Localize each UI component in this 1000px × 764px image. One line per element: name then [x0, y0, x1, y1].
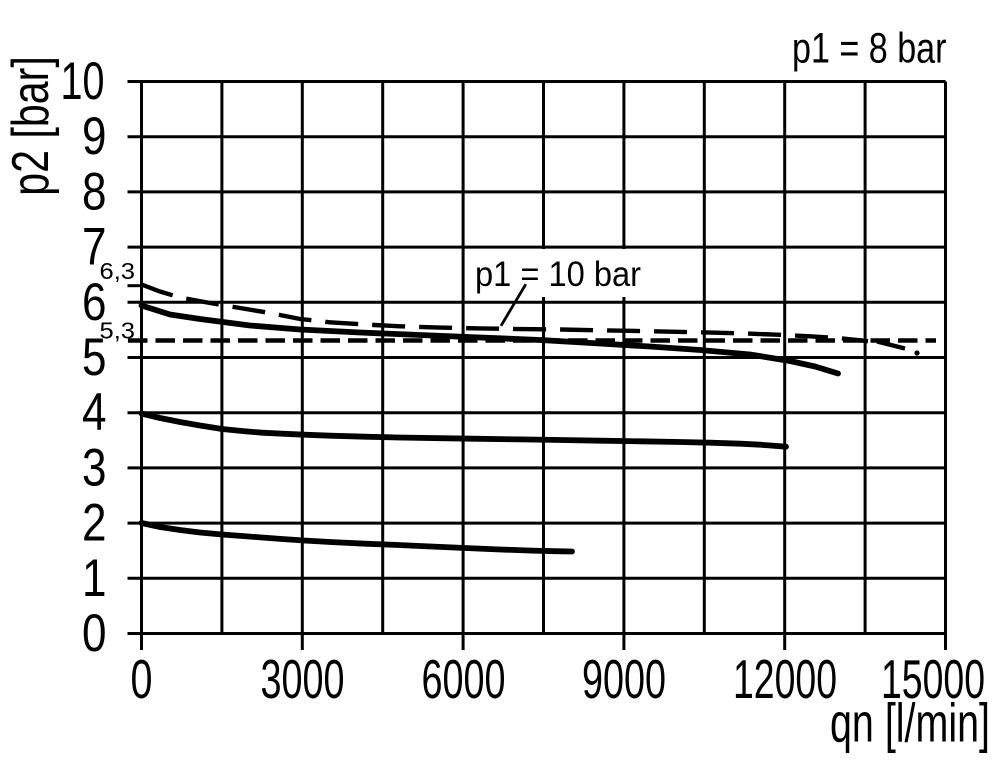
svg-text:4: 4	[82, 383, 107, 442]
svg-text:7: 7	[82, 218, 107, 277]
svg-text:6,3: 6,3	[100, 258, 136, 284]
svg-text:5: 5	[82, 328, 107, 387]
svg-text:8: 8	[82, 162, 107, 221]
svg-text:5,3: 5,3	[100, 317, 136, 343]
svg-text:3000: 3000	[261, 649, 345, 710]
svg-text:6000: 6000	[422, 649, 506, 710]
svg-text:p2 [bar]: p2 [bar]	[2, 56, 60, 196]
svg-text:1: 1	[82, 549, 107, 608]
svg-text:p1 = 8 bar: p1 = 8 bar	[792, 25, 947, 73]
svg-text:12000: 12000	[733, 649, 837, 710]
svg-text:6: 6	[82, 273, 107, 332]
svg-text:9: 9	[82, 107, 107, 166]
svg-text:0: 0	[131, 649, 153, 710]
svg-text:p1 = 10 bar: p1 = 10 bar	[475, 255, 641, 294]
svg-text:qn [l/min]: qn [l/min]	[830, 692, 990, 754]
svg-text:2: 2	[82, 494, 107, 553]
svg-text:0: 0	[82, 604, 107, 663]
svg-text:3: 3	[82, 438, 107, 497]
svg-text:9000: 9000	[582, 649, 666, 710]
svg-text:15000: 15000	[881, 649, 985, 710]
svg-text:10: 10	[61, 52, 105, 111]
